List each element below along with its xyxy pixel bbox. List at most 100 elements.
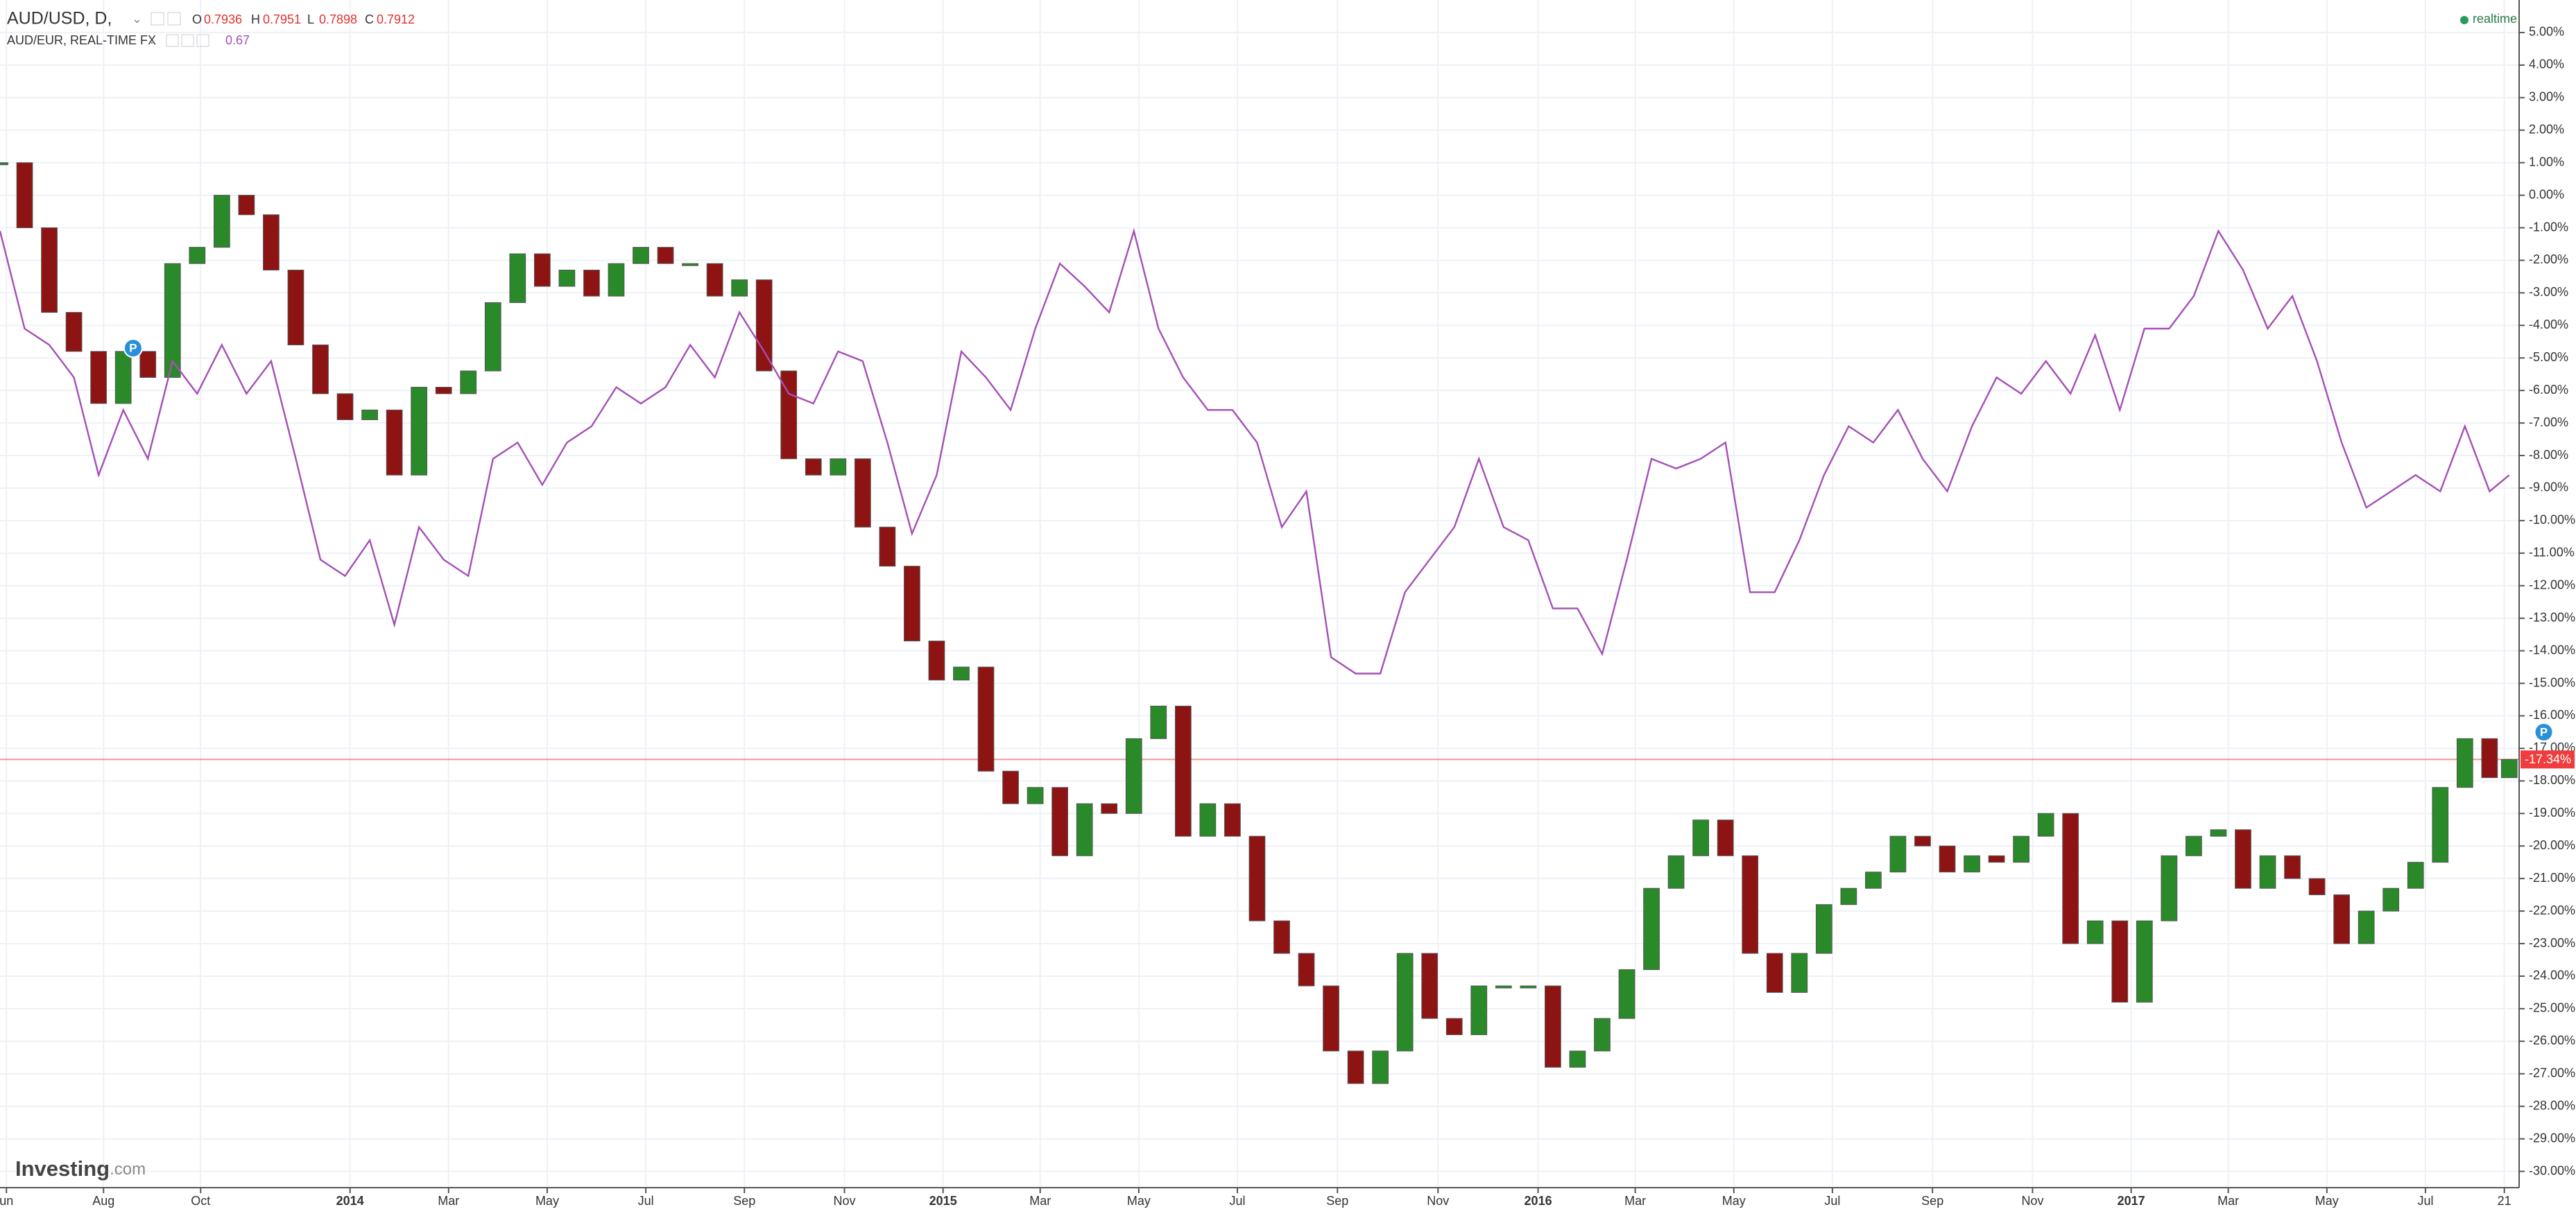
x-tick-label: Mar xyxy=(1029,1194,1051,1208)
candle xyxy=(682,263,698,266)
y-tick-label: -18.00% xyxy=(2529,773,2575,787)
brand-main: Investing xyxy=(15,1156,110,1181)
y-tick-label: -22.00% xyxy=(2529,903,2575,917)
ohlc-value: 0.7936 xyxy=(204,12,242,26)
candle xyxy=(2456,738,2473,788)
candle xyxy=(139,351,157,378)
candle xyxy=(1051,787,1069,856)
x-tick-label: Oct xyxy=(191,1194,210,1208)
status-dot xyxy=(2460,16,2468,24)
line-series xyxy=(0,227,2510,675)
ohlc-label: H xyxy=(251,12,260,26)
y-tick-label: -29.00% xyxy=(2529,1131,2575,1145)
candle xyxy=(2136,920,2153,1003)
settings-icon[interactable] xyxy=(181,34,194,47)
ohlc-values: O 0.7936 H 0.7951 L 0.7898 C 0.7912 xyxy=(192,12,415,26)
candle xyxy=(805,458,822,476)
candle xyxy=(854,458,871,528)
candle xyxy=(1988,855,2005,863)
candle xyxy=(633,247,649,264)
candle xyxy=(509,253,526,303)
candle xyxy=(904,566,920,642)
candle xyxy=(1766,953,1783,993)
close-icon[interactable] xyxy=(167,12,181,26)
status-text: realtime xyxy=(2473,12,2517,26)
x-tick-label: 2017 xyxy=(2118,1194,2145,1208)
candle xyxy=(1150,705,1167,739)
event-marker xyxy=(2534,722,2554,742)
candle xyxy=(1717,820,1734,856)
candle xyxy=(1372,1050,1389,1084)
y-tick-label: -1.00% xyxy=(2529,220,2568,234)
y-tick-label: -8.00% xyxy=(2529,448,2568,462)
candle xyxy=(435,386,452,394)
compare-series-name: AUD/EUR, REAL-TIME FX xyxy=(7,33,156,47)
candle xyxy=(41,227,58,313)
candle xyxy=(1347,1050,1364,1084)
x-tick-label: Sep xyxy=(733,1194,755,1208)
x-tick-label: 2014 xyxy=(336,1194,364,1208)
candle xyxy=(1421,953,1439,1019)
candle xyxy=(2235,829,2251,889)
candle xyxy=(1199,803,1217,837)
candle xyxy=(2382,887,2400,912)
candle xyxy=(583,270,600,297)
candle xyxy=(238,195,255,216)
y-tick-label: -12.00% xyxy=(2529,578,2575,592)
candle xyxy=(16,162,33,229)
candle xyxy=(2186,835,2202,856)
event-marker xyxy=(123,338,143,358)
y-tick-label: -20.00% xyxy=(2529,838,2575,852)
x-tick-label: Nov xyxy=(2021,1194,2043,1208)
x-tick-label: 2016 xyxy=(1525,1194,1552,1208)
candle xyxy=(1445,1018,1463,1035)
x-tick-label: un xyxy=(0,1194,13,1208)
eye-icon[interactable] xyxy=(166,34,179,47)
candle xyxy=(1545,985,1561,1068)
y-tick-label: -3.00% xyxy=(2529,285,2568,299)
x-tick-label: Sep xyxy=(1921,1194,1943,1208)
candle xyxy=(1889,835,1907,873)
x-tick-label: May xyxy=(1722,1194,1746,1208)
x-tick-label: 21 xyxy=(2498,1194,2511,1208)
candle xyxy=(1815,904,1832,954)
candle xyxy=(1914,835,1931,847)
y-tick-label: 3.00% xyxy=(2529,90,2564,104)
candle xyxy=(1840,887,1857,905)
candle xyxy=(1101,803,1118,814)
y-tick-label: -7.00% xyxy=(2529,415,2568,429)
dropdown-icon: ⌄ xyxy=(132,12,142,26)
x-tick-label: Mar xyxy=(1624,1194,1646,1208)
candle xyxy=(1174,705,1192,837)
settings-icon[interactable] xyxy=(151,12,164,26)
candle xyxy=(386,409,403,476)
candle xyxy=(65,312,83,352)
candle xyxy=(928,641,945,681)
candle xyxy=(90,351,108,404)
candle xyxy=(2161,855,2178,921)
candle xyxy=(755,279,773,372)
y-tick-label: -4.00% xyxy=(2529,318,2568,331)
y-tick-label: -6.00% xyxy=(2529,383,2568,397)
candle xyxy=(1396,953,1414,1052)
candle xyxy=(533,253,551,287)
current-value-label: -17.34% xyxy=(2525,752,2571,766)
candle xyxy=(164,263,181,378)
legend-header: AUD/USD, D, ⌄ O 0.7936 H 0.7951 L 0.7898 C 0.79… xyxy=(7,9,2517,47)
candle xyxy=(1667,855,1685,889)
ohlc-value: 0.7898 xyxy=(319,12,357,26)
close-icon[interactable] xyxy=(196,34,209,47)
y-tick-label: -27.00% xyxy=(2529,1066,2575,1079)
candle xyxy=(2407,862,2424,889)
y-tick-label: -11.00% xyxy=(2529,546,2575,560)
candle xyxy=(2500,758,2518,779)
event-marker-label: P xyxy=(2540,725,2548,738)
candle xyxy=(1643,887,1660,971)
x-tick-label: May xyxy=(535,1194,559,1208)
candle xyxy=(1939,845,1956,873)
y-tick-label: -2.00% xyxy=(2529,252,2568,266)
candle xyxy=(2210,829,2227,837)
candle xyxy=(1076,803,1093,856)
candle xyxy=(2284,855,2301,879)
